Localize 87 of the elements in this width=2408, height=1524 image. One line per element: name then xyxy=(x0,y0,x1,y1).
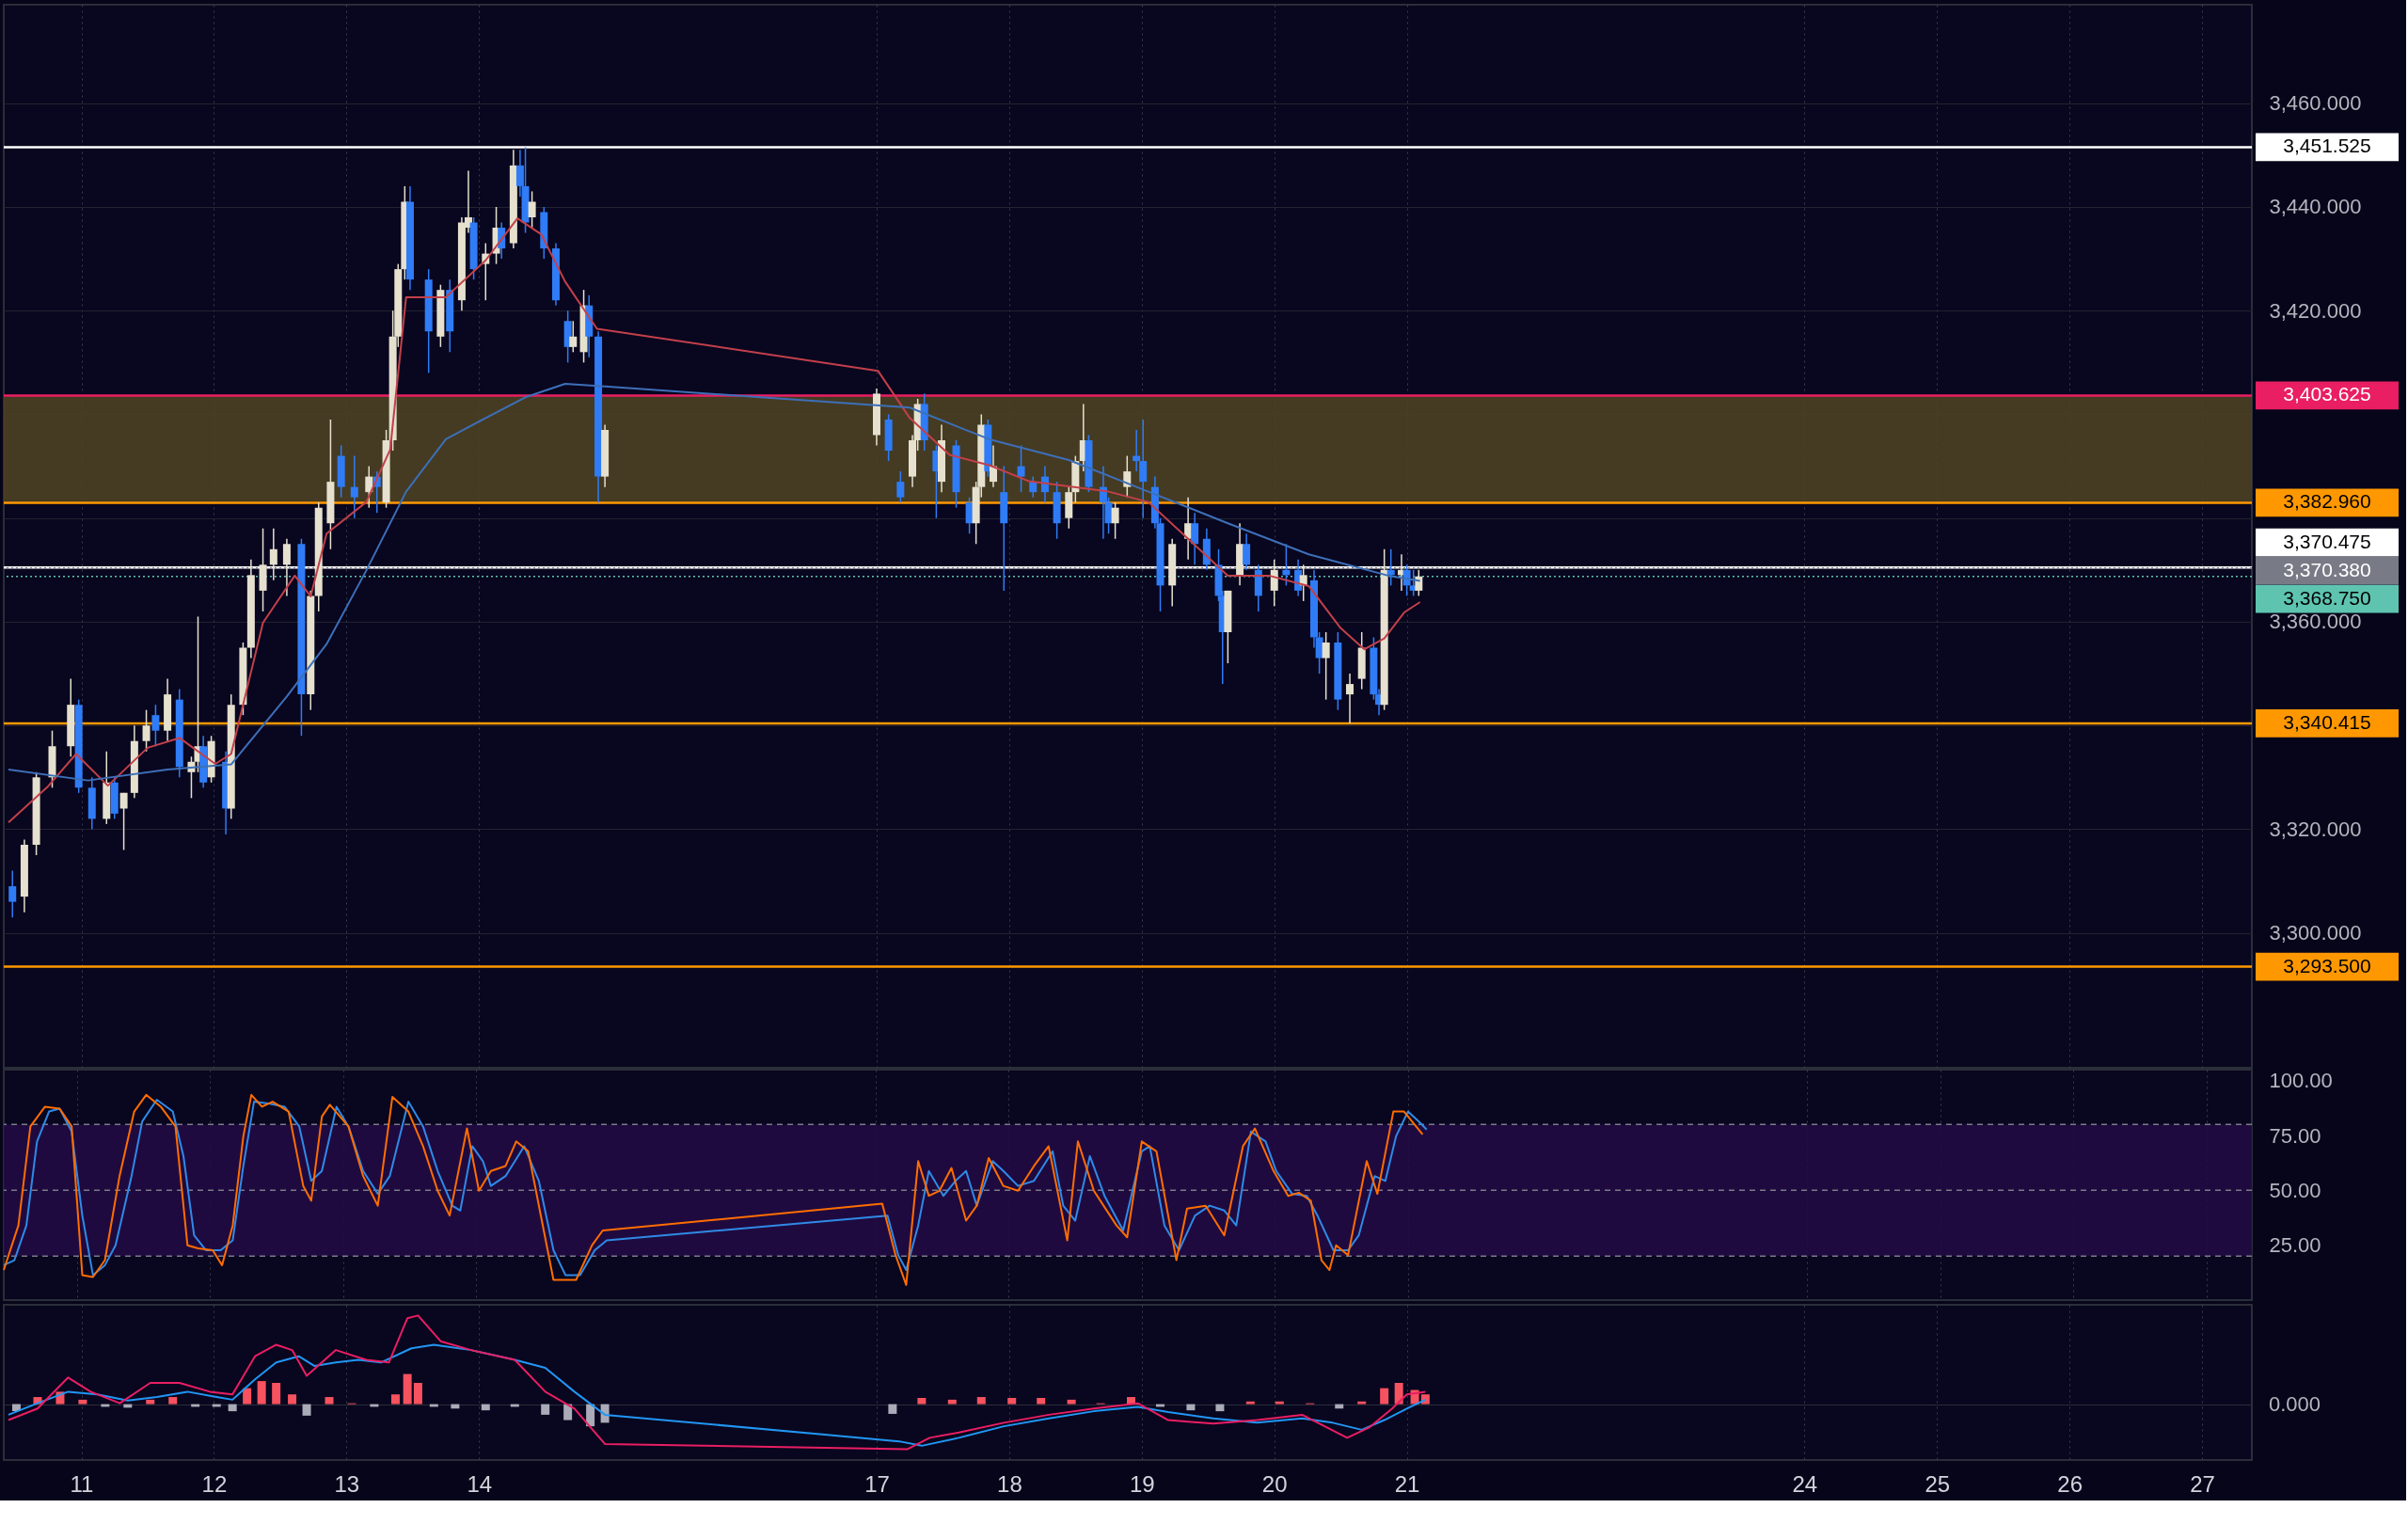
bar xyxy=(272,1382,281,1405)
line-series xyxy=(8,382,1421,782)
candlestick xyxy=(569,320,578,354)
x-tick-label: 13 xyxy=(334,1470,360,1497)
x-tick-label: 18 xyxy=(997,1470,1022,1497)
candlestick xyxy=(1191,512,1199,566)
candlestick xyxy=(142,708,150,753)
candlestick xyxy=(1282,543,1291,587)
ref-line-label: 3,451.525 xyxy=(2283,135,2371,157)
bar xyxy=(888,1404,897,1414)
bar xyxy=(1007,1397,1017,1405)
ref-line-label: 3,293.500 xyxy=(2283,954,2371,976)
x-tick-label: 25 xyxy=(1925,1470,1951,1497)
candlestick xyxy=(1111,501,1119,540)
y-tick-label: 3,300.000 xyxy=(2269,921,2362,945)
ref-line-label: 3,403.625 xyxy=(2283,383,2371,405)
bar xyxy=(390,1394,400,1405)
bar xyxy=(1380,1388,1389,1405)
x-tick-label: 12 xyxy=(201,1470,228,1497)
candlestick xyxy=(1346,673,1354,724)
candlestick xyxy=(365,465,373,509)
candlestick xyxy=(1322,631,1330,701)
ref-line-label: 3,370.475 xyxy=(2283,530,2371,552)
line-series xyxy=(8,217,1421,824)
x-tick-label: 14 xyxy=(467,1470,493,1497)
candlestick xyxy=(989,444,997,488)
x-tick-label: 27 xyxy=(2190,1470,2215,1497)
candlestick xyxy=(350,454,358,519)
x-tick-label: 17 xyxy=(864,1470,890,1497)
y-tick-label: 3,420.000 xyxy=(2269,298,2362,323)
ref-line-label: 3,370.380 xyxy=(2283,558,2371,580)
candlestick xyxy=(1270,559,1278,608)
bar xyxy=(917,1397,927,1405)
bar xyxy=(1420,1394,1430,1405)
y-tick-label: 3,320.000 xyxy=(2269,817,2362,841)
x-tick-label: 24 xyxy=(1792,1470,1818,1497)
candlestick xyxy=(119,792,128,851)
bar xyxy=(302,1404,311,1416)
y-tick-label: 3,360.000 xyxy=(2269,610,2362,634)
y-tick-label: 3,460.000 xyxy=(2269,91,2362,116)
candlestick xyxy=(1386,548,1395,587)
text: 0.000 xyxy=(2269,1391,2321,1416)
x-tick-label: 21 xyxy=(1394,1470,1420,1497)
candlestick xyxy=(151,704,160,747)
x-tick-label: 26 xyxy=(2057,1470,2083,1497)
candlestick xyxy=(1017,444,1025,493)
bar xyxy=(1275,1401,1284,1405)
candlestick xyxy=(1029,475,1038,499)
candlestick xyxy=(269,527,277,581)
candlestick xyxy=(528,190,536,229)
bar xyxy=(403,1373,412,1405)
x-tick-label: 19 xyxy=(1129,1470,1155,1497)
bar xyxy=(146,1399,155,1405)
candlestick xyxy=(8,869,17,918)
bar xyxy=(563,1404,573,1421)
bar xyxy=(257,1381,266,1405)
bar xyxy=(228,1404,237,1412)
bar xyxy=(288,1394,297,1405)
bar xyxy=(976,1397,986,1405)
bar xyxy=(325,1397,334,1405)
x-tick-label: 20 xyxy=(1261,1470,1288,1497)
y-tick-label: 100.00 xyxy=(2269,1069,2333,1093)
y-tick-label: 50.00 xyxy=(2269,1178,2321,1202)
y-tick-label: 75.00 xyxy=(2269,1123,2321,1148)
y-tick-label: 3,440.000 xyxy=(2269,195,2362,219)
bar xyxy=(243,1388,252,1405)
bar xyxy=(1067,1399,1076,1405)
candlestick xyxy=(1243,532,1251,571)
bar xyxy=(541,1404,550,1415)
bar xyxy=(413,1382,422,1405)
ref-line-label: 3,368.750 xyxy=(2283,586,2371,609)
bar xyxy=(947,1399,957,1405)
ref-line-label: 3,340.415 xyxy=(2283,710,2371,733)
bar xyxy=(1245,1401,1255,1405)
bar xyxy=(78,1399,87,1405)
bar xyxy=(481,1404,490,1411)
bar xyxy=(168,1397,178,1405)
x-tick-label: 11 xyxy=(70,1470,94,1497)
bar xyxy=(1186,1404,1196,1411)
candlestick xyxy=(896,470,905,503)
bar xyxy=(1037,1397,1046,1405)
ref-line-label: 3,382.960 xyxy=(2283,490,2371,513)
bar xyxy=(1394,1382,1403,1405)
y-tick-label: 25.00 xyxy=(2269,1233,2321,1258)
candlestick xyxy=(282,538,291,597)
bar xyxy=(1215,1404,1225,1412)
bar xyxy=(1357,1401,1367,1405)
